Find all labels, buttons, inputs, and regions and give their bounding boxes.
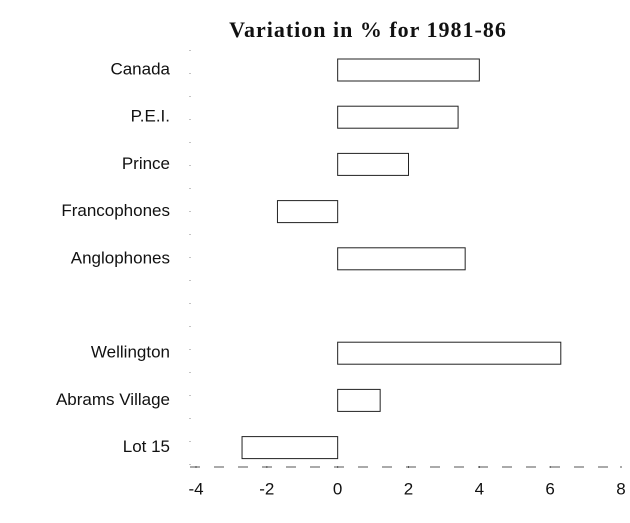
bar — [241, 436, 339, 460]
chart-title: Variation in % for 1981-86 — [229, 17, 507, 42]
y-tick-label: Canada — [110, 59, 170, 78]
y-tick-label: Prince — [122, 154, 170, 173]
bar — [337, 105, 459, 129]
x-tick-label: 8 — [616, 479, 625, 498]
bar — [337, 388, 381, 412]
y-tick-label: Abrams Village — [56, 390, 170, 409]
bar — [337, 58, 480, 82]
y-tick-label: Anglophones — [71, 248, 170, 267]
y-tick-label: Lot 15 — [123, 437, 170, 456]
bar — [276, 200, 339, 224]
x-tick-label: 0 — [333, 479, 342, 498]
y-tick-label: Francophones — [61, 201, 170, 220]
y-tick-label: P.E.I. — [131, 107, 170, 126]
y-tick-label: Wellington — [91, 343, 170, 362]
x-tick-label: 2 — [404, 479, 413, 498]
x-tick-label: 4 — [475, 479, 484, 498]
x-tick-label: -4 — [188, 479, 203, 498]
x-tick-label: 6 — [545, 479, 554, 498]
bar — [337, 247, 466, 271]
bar — [337, 341, 562, 365]
x-tick-label: -2 — [259, 479, 274, 498]
bar — [337, 152, 409, 176]
